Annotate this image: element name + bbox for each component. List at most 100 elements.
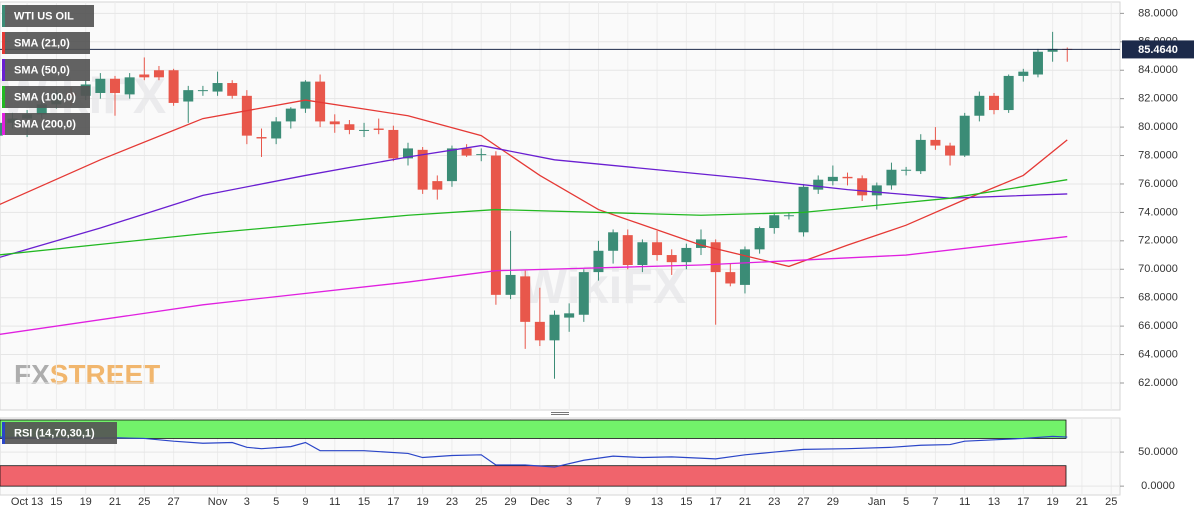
x-tick-label: 15 bbox=[680, 496, 692, 508]
candle-body bbox=[710, 242, 721, 273]
candle-body bbox=[608, 232, 619, 251]
sma-line bbox=[0, 99, 1068, 268]
y-tick-label: 70.0000 bbox=[1138, 263, 1178, 275]
x-tick-label: Oct 13 bbox=[11, 496, 43, 508]
candle-body bbox=[1003, 75, 1014, 111]
candle-body bbox=[315, 81, 326, 122]
y-tick-label: 50.0000 bbox=[1138, 446, 1178, 458]
oversold-band bbox=[0, 465, 1067, 487]
candle-body bbox=[417, 149, 428, 190]
candle-body bbox=[183, 90, 194, 102]
candle-body bbox=[329, 121, 340, 125]
candle-body bbox=[241, 95, 252, 136]
candle-body bbox=[505, 274, 516, 295]
candle-body bbox=[813, 179, 824, 190]
legend-box bbox=[2, 59, 90, 81]
x-tick-label: 21 bbox=[109, 496, 121, 508]
x-tick-label: 29 bbox=[504, 496, 516, 508]
x-tick-label: 27 bbox=[167, 496, 179, 508]
candle-body bbox=[1032, 51, 1043, 75]
rsi-line bbox=[0, 435, 1068, 468]
y-tick-label: 74.0000 bbox=[1138, 206, 1178, 218]
x-tick-label: 27 bbox=[797, 496, 809, 508]
legend-swatch bbox=[2, 32, 5, 54]
candle-body bbox=[974, 95, 985, 116]
y-tick-label: 66.0000 bbox=[1138, 320, 1178, 332]
candle-body bbox=[534, 321, 545, 341]
y-tick-label: 80.0000 bbox=[1138, 121, 1178, 133]
candle-body bbox=[930, 139, 941, 146]
x-tick-label: 23 bbox=[768, 496, 780, 508]
candle-body bbox=[564, 313, 575, 318]
candle-body bbox=[446, 148, 457, 182]
legend-label: SMA (200,0) bbox=[14, 118, 76, 130]
candle-body bbox=[271, 121, 282, 139]
x-tick-label: 19 bbox=[417, 496, 429, 508]
candle-body bbox=[403, 148, 414, 159]
legend-box bbox=[2, 422, 117, 444]
legend-box bbox=[2, 5, 94, 27]
last-price-label: 85.4640 bbox=[1138, 44, 1178, 56]
legend-label: SMA (50,0) bbox=[14, 64, 70, 76]
legend-swatch bbox=[2, 113, 5, 135]
x-tick-label: 7 bbox=[932, 496, 938, 508]
legend-label: SMA (100,0) bbox=[14, 91, 76, 103]
candle-body bbox=[461, 148, 472, 156]
brand-fx: FXSTREET bbox=[14, 359, 160, 390]
overbought-band bbox=[0, 419, 1067, 439]
x-tick-label: Jan bbox=[868, 496, 886, 508]
y-tick-label: 84.0000 bbox=[1138, 64, 1178, 76]
candle-body bbox=[593, 250, 604, 273]
candle-body bbox=[1047, 48, 1058, 52]
candle-body bbox=[681, 247, 692, 263]
legend-box bbox=[2, 32, 90, 54]
y-tick-label: 76.0000 bbox=[1138, 178, 1178, 190]
candle-body bbox=[783, 215, 794, 217]
candle-body bbox=[373, 128, 384, 130]
candle-body bbox=[227, 83, 238, 96]
candle-body bbox=[139, 74, 150, 78]
x-tick-label: 25 bbox=[138, 496, 150, 508]
candle-body bbox=[871, 185, 882, 196]
candle-body bbox=[696, 239, 707, 248]
x-tick-label: Nov bbox=[208, 496, 228, 508]
brand-street-text: STREET bbox=[50, 359, 160, 390]
candle-body bbox=[476, 154, 487, 156]
candle-body bbox=[886, 169, 897, 186]
candle-body bbox=[124, 77, 135, 95]
legend-swatch bbox=[2, 86, 5, 108]
x-tick-label: 17 bbox=[710, 496, 722, 508]
candle-body bbox=[197, 90, 208, 92]
candle-body bbox=[725, 272, 736, 284]
brand-fx-text: FX bbox=[14, 359, 50, 390]
y-tick-label: 68.0000 bbox=[1138, 292, 1178, 304]
candle-body bbox=[1018, 71, 1029, 76]
x-tick-label: 19 bbox=[80, 496, 92, 508]
candle-body bbox=[666, 255, 677, 263]
x-tick-label: 9 bbox=[302, 496, 308, 508]
last-price-box bbox=[1122, 40, 1194, 59]
x-tick-label: 17 bbox=[1017, 496, 1029, 508]
legend-box bbox=[2, 113, 90, 135]
candle-body bbox=[36, 104, 47, 115]
legend-swatch bbox=[2, 422, 5, 444]
candle-body bbox=[359, 129, 370, 131]
candle-body bbox=[285, 108, 296, 122]
candle-body bbox=[549, 314, 560, 341]
y-tick-label: 78.0000 bbox=[1138, 149, 1178, 161]
candle-body bbox=[256, 137, 267, 139]
y-tick-label: 0.0000 bbox=[1141, 480, 1175, 492]
candle-body bbox=[300, 81, 311, 109]
candle-body bbox=[212, 83, 223, 92]
candle-body bbox=[769, 215, 780, 229]
x-tick-label: 7 bbox=[595, 496, 601, 508]
x-tick-label: 15 bbox=[50, 496, 62, 508]
x-tick-label: 5 bbox=[903, 496, 909, 508]
candle-body bbox=[110, 78, 121, 93]
x-tick-label: 29 bbox=[827, 496, 839, 508]
candle-body bbox=[637, 242, 648, 265]
candle-body bbox=[95, 78, 106, 93]
candle-body bbox=[652, 242, 663, 256]
x-tick-label: 3 bbox=[566, 496, 572, 508]
candle-body bbox=[490, 155, 501, 295]
